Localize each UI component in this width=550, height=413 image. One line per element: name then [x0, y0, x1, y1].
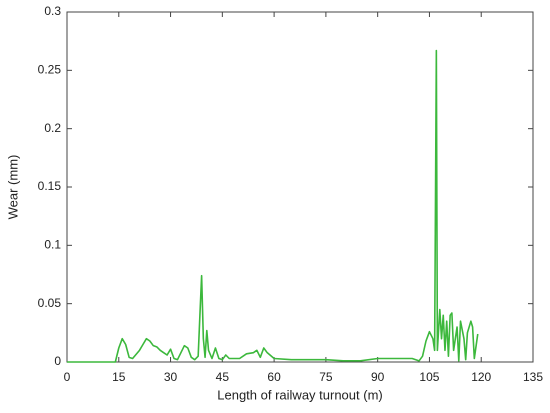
y-tick-label: 0.3 [44, 4, 61, 18]
x-tick-label: 60 [267, 370, 281, 384]
x-tick-label: 120 [471, 370, 491, 384]
x-tick-label: 0 [64, 370, 71, 384]
data-line [67, 49, 479, 363]
x-tick-label: 75 [319, 370, 333, 384]
plot-frame [66, 11, 534, 363]
x-tick-label: 135 [523, 370, 543, 384]
y-tick-label: 0.1 [44, 238, 61, 252]
x-tick-label: 30 [164, 370, 178, 384]
y-axis-label: Wear (mm) [5, 155, 20, 220]
y-tick-label: 0.25 [38, 63, 62, 77]
y-tick-label: 0.05 [38, 296, 62, 310]
x-axis-label: Length of railway turnout (m) [217, 387, 382, 402]
x-tick-label: 15 [112, 370, 126, 384]
y-tick-label: 0.15 [38, 179, 62, 193]
y-tick-label: 0.2 [44, 121, 61, 135]
x-tick-label: 45 [216, 370, 230, 384]
x-tick-label: 105 [419, 370, 439, 384]
y-tick-label: 0 [54, 354, 61, 368]
x-tick-label: 90 [371, 370, 385, 384]
